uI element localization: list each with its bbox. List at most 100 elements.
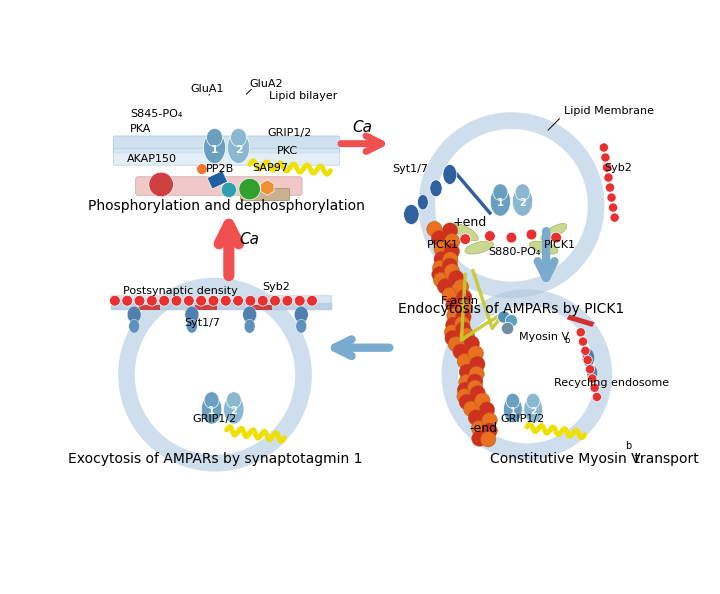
Text: 1: 1 [510, 406, 516, 416]
Text: b: b [564, 336, 570, 345]
Circle shape [551, 232, 562, 243]
Circle shape [583, 355, 593, 365]
Polygon shape [139, 305, 161, 310]
Ellipse shape [243, 306, 256, 323]
Circle shape [453, 344, 468, 359]
Circle shape [457, 300, 472, 315]
Text: GluA1: GluA1 [191, 84, 224, 94]
Ellipse shape [296, 319, 307, 333]
Ellipse shape [244, 319, 255, 333]
Text: PICK1: PICK1 [427, 239, 459, 249]
Circle shape [270, 295, 281, 306]
Text: Syb2: Syb2 [263, 282, 291, 292]
FancyBboxPatch shape [113, 148, 340, 165]
Circle shape [257, 295, 268, 306]
Circle shape [456, 322, 471, 337]
Text: Syt1/7: Syt1/7 [392, 164, 428, 174]
Text: +end: +end [452, 216, 487, 229]
Ellipse shape [506, 393, 520, 409]
Text: 2: 2 [519, 198, 526, 208]
Ellipse shape [418, 194, 428, 210]
Text: 1: 1 [497, 198, 504, 208]
Ellipse shape [230, 128, 246, 147]
Circle shape [445, 330, 460, 346]
FancyBboxPatch shape [240, 188, 289, 201]
Circle shape [506, 232, 517, 243]
Text: Endocytosis of AMPARs by PICK1: Endocytosis of AMPARs by PICK1 [398, 302, 624, 315]
Circle shape [454, 316, 470, 331]
Text: Constitutive Myosin V: Constitutive Myosin V [490, 451, 641, 466]
Ellipse shape [226, 392, 241, 409]
Circle shape [604, 173, 613, 182]
Circle shape [599, 143, 608, 152]
Text: transport: transport [630, 451, 699, 466]
Text: Lipid Membrane: Lipid Membrane [564, 106, 654, 116]
Circle shape [443, 252, 458, 267]
Text: PP2B: PP2B [206, 164, 234, 174]
Text: PICK1: PICK1 [544, 239, 576, 249]
Circle shape [459, 364, 474, 380]
Circle shape [434, 251, 449, 267]
Circle shape [146, 295, 157, 306]
Circle shape [590, 383, 599, 393]
Circle shape [446, 298, 462, 313]
Text: 1: 1 [211, 144, 218, 154]
Circle shape [456, 309, 471, 324]
FancyBboxPatch shape [113, 136, 340, 153]
Text: GRIP1/2: GRIP1/2 [267, 128, 312, 138]
Circle shape [467, 374, 483, 390]
Text: Ca: Ca [353, 120, 373, 135]
Ellipse shape [587, 365, 598, 381]
Circle shape [221, 182, 237, 198]
Circle shape [171, 295, 182, 306]
Ellipse shape [204, 131, 225, 163]
Text: 2: 2 [235, 144, 243, 154]
Circle shape [447, 308, 462, 323]
Circle shape [448, 336, 464, 352]
Ellipse shape [224, 394, 244, 424]
Circle shape [467, 380, 483, 396]
Ellipse shape [443, 165, 456, 185]
Circle shape [464, 336, 480, 351]
Circle shape [233, 295, 243, 306]
Ellipse shape [524, 396, 542, 423]
Text: GRIP1/2: GRIP1/2 [500, 415, 544, 424]
Circle shape [498, 311, 510, 323]
Circle shape [501, 323, 514, 334]
Ellipse shape [452, 223, 478, 241]
Ellipse shape [490, 187, 510, 216]
Ellipse shape [582, 349, 595, 367]
Circle shape [588, 374, 597, 383]
Circle shape [184, 295, 194, 306]
Circle shape [294, 295, 305, 306]
Text: 2: 2 [230, 406, 237, 416]
Circle shape [444, 233, 460, 249]
Circle shape [593, 393, 601, 402]
Ellipse shape [513, 187, 533, 216]
Circle shape [109, 295, 120, 306]
Circle shape [454, 279, 469, 295]
Circle shape [444, 325, 460, 340]
Ellipse shape [294, 306, 308, 323]
Circle shape [472, 421, 487, 436]
Ellipse shape [186, 319, 197, 333]
Text: Exocytosis of AMPARs by synaptotagmin 1: Exocytosis of AMPARs by synaptotagmin 1 [68, 451, 362, 466]
Text: GluA2: GluA2 [250, 80, 283, 90]
Circle shape [245, 295, 256, 306]
Ellipse shape [202, 394, 222, 424]
Circle shape [460, 234, 471, 245]
Circle shape [482, 423, 498, 438]
Ellipse shape [404, 204, 419, 225]
Circle shape [444, 244, 459, 259]
Text: SAP97: SAP97 [252, 163, 288, 173]
Text: -end: -end [469, 422, 498, 435]
Text: Ca: Ca [240, 232, 260, 247]
Circle shape [610, 213, 619, 222]
Circle shape [208, 295, 219, 306]
Text: Syb2: Syb2 [604, 163, 631, 173]
FancyBboxPatch shape [135, 177, 302, 195]
Text: S845-PO₄: S845-PO₄ [130, 109, 183, 119]
Circle shape [446, 317, 461, 333]
Ellipse shape [503, 396, 522, 423]
Circle shape [220, 295, 231, 306]
